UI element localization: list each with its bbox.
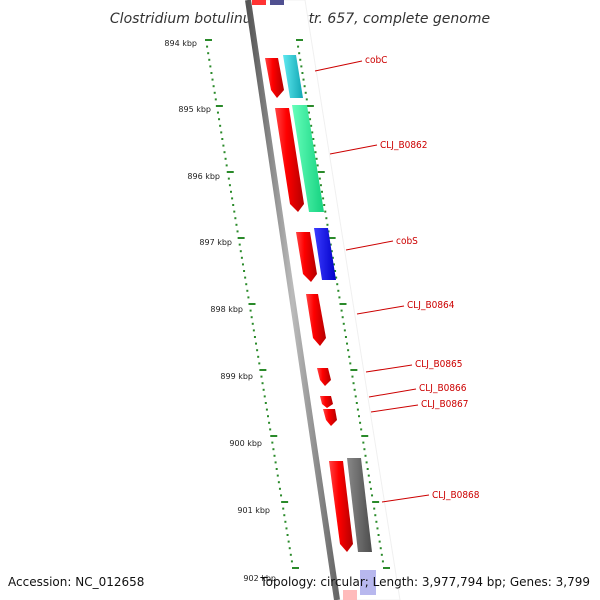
cds-CLJ_B0862[interactable] xyxy=(275,108,304,212)
label-CLJ_B0865[interactable]: CLJ_B0865 xyxy=(415,359,463,370)
label-CLJ_B0868[interactable]: CLJ_B0868 xyxy=(432,490,480,501)
cds-CLJ_B0865[interactable] xyxy=(317,368,331,386)
cds-partial-bottom xyxy=(343,590,357,600)
cds-partial-top xyxy=(252,0,266,5)
tick-label-894: 894 kbp xyxy=(164,39,197,48)
kbp-tick-labels: 894 kbp 895 kbp 896 kbp 897 kbp 898 kbp … xyxy=(164,39,276,583)
label-CLJ_B0866[interactable]: CLJ_B0866 xyxy=(419,383,467,394)
cds-CLJ_B0866[interactable] xyxy=(320,396,333,408)
tick-label-895: 895 kbp xyxy=(178,105,211,114)
tick-marks-left xyxy=(205,39,299,569)
cds-CLJ_B0868[interactable] xyxy=(329,461,353,552)
leader-CLJ_B0865 xyxy=(365,364,413,373)
gene-track xyxy=(283,55,376,595)
tick-label-897: 897 kbp xyxy=(199,238,232,247)
genome-backbone xyxy=(245,0,340,600)
gene-partial-bottom xyxy=(360,570,376,595)
accession-text: Accession: NC_012658 xyxy=(8,575,144,589)
gene-partial-top xyxy=(270,0,284,5)
leader-CLJ_B0867 xyxy=(370,404,419,413)
gene-CLJ_B0862[interactable] xyxy=(292,105,324,212)
leader-cobC xyxy=(314,60,363,72)
leader-cobS xyxy=(345,240,394,251)
tick-label-896: 896 kbp xyxy=(187,172,220,181)
cds-CLJ_B0864[interactable] xyxy=(306,294,326,346)
leader-CLJ_B0866 xyxy=(368,388,417,398)
genome-summary-text: Topology: circular; Length: 3,977,794 bp… xyxy=(259,575,590,589)
cds-cobS[interactable] xyxy=(296,232,317,282)
cds-cobC[interactable] xyxy=(265,58,284,98)
gene-CLJ_B0868[interactable] xyxy=(347,458,372,552)
tick-label-899: 899 kbp xyxy=(220,372,253,381)
tick-label-900: 900 kbp xyxy=(229,439,262,448)
cds-CLJ_B0867[interactable] xyxy=(323,409,337,426)
leader-CLJ_B0864 xyxy=(356,305,405,315)
gene-labels: cobC CLJ_B0862 cobS CLJ_B0864 CLJ_B0865 … xyxy=(314,55,480,503)
label-cobC[interactable]: cobC xyxy=(365,55,387,66)
tick-label-902: 902 kbp xyxy=(243,574,276,583)
gene-cobS[interactable] xyxy=(314,228,336,280)
cds-track xyxy=(265,58,357,600)
leader-CLJ_B0868 xyxy=(381,494,430,503)
label-CLJ_B0862[interactable]: CLJ_B0862 xyxy=(380,140,428,151)
gene-cobC[interactable] xyxy=(283,55,303,98)
tick-label-898: 898 kbp xyxy=(210,305,243,314)
leader-CLJ_B0862 xyxy=(329,144,378,155)
label-cobS[interactable]: cobS xyxy=(396,236,418,247)
label-CLJ_B0867[interactable]: CLJ_B0867 xyxy=(421,399,469,410)
label-CLJ_B0864[interactable]: CLJ_B0864 xyxy=(407,300,455,311)
tick-label-901: 901 kbp xyxy=(237,506,270,515)
